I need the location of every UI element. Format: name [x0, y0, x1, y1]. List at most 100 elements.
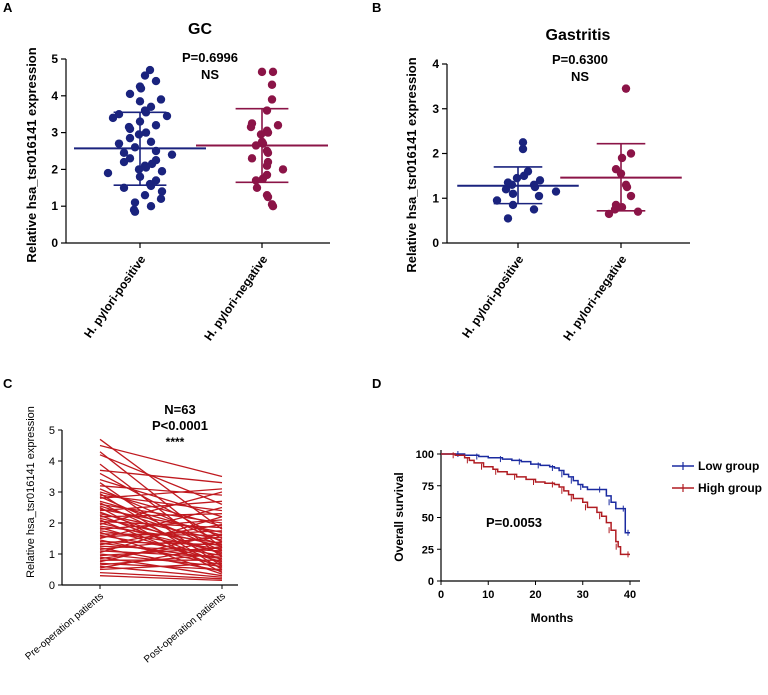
panel-a-data-point [252, 183, 262, 192]
panel-b-data-point [512, 173, 522, 183]
panel-b-data-point [508, 189, 518, 198]
panel-a-data-point [256, 130, 266, 139]
panel-b-data-point [530, 182, 540, 192]
panel-a-data-point [262, 106, 272, 115]
panel-c-y-tick-label: 1 [49, 549, 55, 561]
panel-c-paired-line [99, 575, 223, 581]
panel-a-data-point [140, 190, 150, 200]
panel-b-pvalue: P=0.6300 [552, 52, 608, 67]
panel-c-paired-line [99, 506, 223, 540]
panel-a-data-point [273, 121, 283, 130]
panel-b-y-tick-label: 4 [432, 57, 439, 71]
panel-c-paired-line [99, 444, 223, 478]
panel-c-paired-line [99, 545, 223, 569]
panel-d-x-tick-label: 10 [482, 589, 494, 601]
panel-b-data-point [622, 182, 632, 192]
panel-c-paired-line [99, 540, 223, 560]
panel-b-data-point [518, 144, 528, 154]
panel-a-data-point [140, 71, 150, 80]
panel-d-y-tick-label: 25 [422, 544, 434, 556]
panel-b-data-point [626, 149, 636, 158]
panel-a-y-tick-label: 4 [51, 89, 58, 103]
panel-a-data-point [247, 154, 257, 163]
panel-d-y-tick-label: 50 [422, 513, 434, 525]
panel-label-a: A [3, 0, 13, 15]
panel-a-data-point [258, 139, 268, 148]
panel-a-y-tick-label: 3 [51, 126, 58, 140]
panel-c-paired-line [99, 485, 223, 496]
panel-c-paired-line [99, 513, 223, 518]
panel-b-data-point [508, 200, 518, 210]
panel-a-x-tick-label: H. pylori-positive [81, 252, 148, 340]
panel-c-paired-line [99, 516, 223, 554]
panel-b-y-tick-label: 1 [432, 191, 439, 205]
panel-a-data-point [146, 137, 156, 146]
panel-b-data-point [519, 171, 529, 181]
panel-a-data-point [156, 194, 166, 204]
panel-a-data-point [134, 130, 144, 139]
panel-b-chart: Gastritis P=0.6300 NS Relative hsa_tsr01… [404, 27, 690, 343]
panel-a-x-tick-label: H. pylori-negative [201, 252, 270, 343]
panel-c-y-tick-label: 0 [49, 580, 55, 592]
panel-a-data-point [262, 161, 272, 170]
panel-b-data-point [604, 209, 614, 219]
panel-a-data-point [125, 133, 135, 143]
panel-a-data-point [251, 176, 261, 185]
panel-d-y-tick-label: 100 [416, 449, 434, 461]
panel-d-x-tick-label: 20 [529, 589, 541, 601]
panel-b-data-point [534, 191, 544, 201]
panel-c-paired-line [99, 519, 223, 530]
panel-c-y-tick-label: 5 [49, 425, 55, 437]
panel-a-data-point [257, 67, 267, 77]
panel-c-paired-line [99, 530, 223, 538]
panel-a-significance: NS [201, 67, 219, 82]
panel-c-paired-line [99, 488, 223, 499]
panel-a-data-point [125, 124, 135, 134]
panel-c-paired-line [99, 547, 223, 557]
panel-c-x-tick-label: Post-operation patients [142, 591, 228, 666]
panel-d-survival-curve [441, 453, 630, 556]
panel-a-data-point [151, 76, 161, 86]
panel-a-data-point [146, 102, 156, 112]
panel-b-x-tick-label: H. pylori-negative [560, 252, 629, 343]
panel-d-xlabel: Months [531, 611, 574, 625]
panel-c-paired-line [99, 553, 223, 566]
panel-a-chart: GC P=0.6996 NS Relative hsa_tsr016141 ex… [24, 21, 330, 343]
panel-a-data-point [157, 167, 167, 176]
panel-d-pvalue: P=0.0053 [486, 515, 542, 530]
panel-label-c: C [3, 376, 13, 391]
panel-b-data-point [492, 196, 502, 205]
panel-b-data-point [529, 205, 539, 214]
legend-high-label: High group [698, 481, 762, 495]
panel-c-paired-line [99, 503, 223, 524]
panel-d-y-tick-label: 75 [422, 481, 434, 493]
panel-b-data-point [617, 203, 627, 212]
panel-c-chart: N=63 P<0.0001 **** Relative hsa_tsr01614… [23, 402, 238, 665]
panel-d-chart: P=0.0053 Months Overall survival Low gro… [392, 449, 762, 625]
panel-d-x-tick-label: 40 [624, 589, 636, 601]
panel-a-data-point [268, 67, 278, 77]
panel-a-data-point [136, 84, 146, 93]
panel-b-data-point [518, 138, 528, 147]
panel-c-title: N=63 [164, 402, 195, 417]
panel-a-pvalue: P=0.6996 [182, 50, 238, 65]
panel-b-significance: NS [571, 69, 589, 84]
panel-b-data-point [633, 207, 643, 216]
panel-c-paired-line [99, 500, 223, 512]
panel-a-data-point [267, 80, 277, 89]
panel-a-data-point [151, 121, 161, 130]
panel-a-y-tick-label: 2 [51, 162, 58, 176]
panel-c-ylabel: Relative hsa_tsr016141 expression [25, 406, 37, 578]
panel-a-data-point [246, 122, 256, 132]
panel-a-y-tick-label: 5 [51, 52, 58, 66]
panel-a-data-point [135, 97, 145, 106]
panel-c-paired-line [99, 534, 223, 557]
panel-c-paired-line [99, 571, 223, 580]
panel-a-data-point [147, 159, 157, 169]
panel-b-y-tick-label: 2 [432, 147, 439, 161]
panel-a-data-point [108, 113, 118, 123]
panel-c-y-tick-label: 4 [49, 456, 55, 468]
panel-c-paired-line [99, 494, 223, 512]
panel-a-ylabel: Relative hsa_tsr016141 expression [24, 47, 39, 262]
panel-label-d: D [372, 376, 381, 391]
